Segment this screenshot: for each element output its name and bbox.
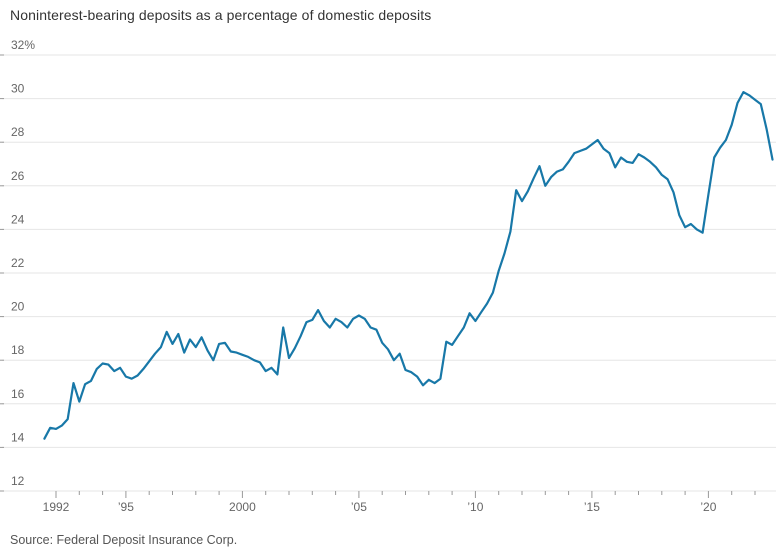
svg-text:16: 16 <box>11 387 25 401</box>
svg-text:22: 22 <box>11 256 25 270</box>
svg-text:24: 24 <box>11 212 25 226</box>
svg-text:12: 12 <box>11 474 25 488</box>
x-axis-ticks <box>55 491 756 498</box>
line-chart: 32% 30 28 26 24 22 20 18 16 14 12 1992 ’95 2000 ’05 ’1… <box>0 38 776 514</box>
svg-text:’95: ’95 <box>118 500 134 514</box>
svg-text:26: 26 <box>11 169 25 183</box>
svg-text:’10: ’10 <box>467 500 483 514</box>
svg-text:2000: 2000 <box>229 500 256 514</box>
svg-text:1992: 1992 <box>43 500 70 514</box>
svg-text:28: 28 <box>11 125 25 139</box>
y-axis-labels: 32% 30 28 26 24 22 20 18 16 14 12 <box>11 38 35 488</box>
x-axis-labels: 1992 ’95 2000 ’05 ’10 ’15 ’20 <box>43 500 717 514</box>
svg-text:’05: ’05 <box>351 500 367 514</box>
svg-text:30: 30 <box>11 82 25 96</box>
chart-title: Noninterest-bearing deposits as a percen… <box>10 7 432 23</box>
svg-text:32%: 32% <box>11 38 35 52</box>
svg-text:20: 20 <box>11 300 25 314</box>
svg-text:’20: ’20 <box>700 500 716 514</box>
y-axis-ticks <box>0 54 4 492</box>
svg-text:’15: ’15 <box>584 500 600 514</box>
data-line <box>43 91 774 440</box>
svg-text:18: 18 <box>11 343 25 357</box>
svg-text:14: 14 <box>11 430 25 444</box>
source-note: Source: Federal Deposit Insurance Corp. <box>10 533 238 547</box>
gridlines <box>2 54 776 492</box>
